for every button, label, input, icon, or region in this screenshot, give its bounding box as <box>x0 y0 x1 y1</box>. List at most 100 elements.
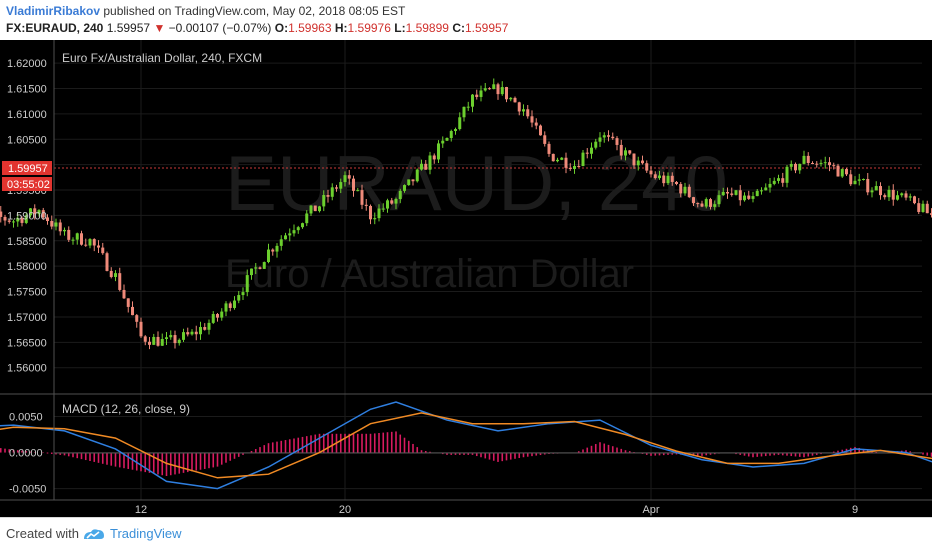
candle-body <box>160 338 164 346</box>
candle-body <box>904 193 908 198</box>
candle-body <box>441 140 445 144</box>
publish-info: published on TradingView.com, May 02, 20… <box>100 4 406 18</box>
candle-body <box>313 205 317 212</box>
candle-body <box>730 193 734 195</box>
last-price-badge-text: 1.59957 <box>8 163 48 175</box>
candle-body <box>819 162 823 164</box>
candle-body <box>874 186 878 191</box>
chart-area[interactable]: EURAUD, 240 Euro / Australian Dollar 1.6… <box>0 40 932 517</box>
candle-body <box>862 178 865 180</box>
high-label: H: <box>334 21 348 35</box>
candle-body <box>143 336 147 342</box>
macd-tick-label: 0.0050 <box>9 411 43 423</box>
price-axis[interactable]: 1.620001.615001.610001.605001.595001.590… <box>7 58 47 375</box>
author-link[interactable]: VladimirRibakov <box>6 4 101 18</box>
candle-body <box>411 179 415 182</box>
candle-body <box>522 109 525 112</box>
candle-body <box>182 332 185 340</box>
ohlc-line: FX:EURAUD, 240 1.59957 ▼ −0.00107 (−0.07… <box>6 21 508 35</box>
candle-body <box>407 179 411 186</box>
price-tick-label: 1.61500 <box>7 84 47 96</box>
chart-background <box>0 40 932 517</box>
candle-body <box>743 195 746 201</box>
low-value: 1.59899 <box>405 21 449 35</box>
candle-body <box>428 155 432 170</box>
candle-body <box>424 163 428 170</box>
candle-body <box>836 165 840 177</box>
candle-body <box>611 136 615 139</box>
candle-body <box>526 109 530 117</box>
candle-body <box>717 195 721 205</box>
candle-body <box>479 90 483 97</box>
candle-body <box>386 200 389 209</box>
candle-body <box>908 196 912 198</box>
candle-body <box>662 175 666 184</box>
candle-body <box>420 163 423 170</box>
candles <box>0 78 932 350</box>
candle-body <box>330 187 334 197</box>
candle-body <box>581 152 585 167</box>
signal-line <box>0 412 932 479</box>
macd-legend[interactable]: MACD (12, 26, close, 9) <box>62 402 190 416</box>
candle-body <box>772 180 776 184</box>
candle-body <box>925 203 929 214</box>
candle-body <box>577 165 581 167</box>
candle-body <box>488 88 491 90</box>
candle-body <box>806 155 810 163</box>
candle-body <box>675 181 678 185</box>
candle-body <box>46 217 49 222</box>
candle-body <box>845 169 848 175</box>
macd-line <box>0 401 932 490</box>
close-label: C: <box>452 21 465 35</box>
candle-body <box>598 137 602 142</box>
candle-body <box>258 267 262 269</box>
candle-body <box>887 189 891 198</box>
publish-line: VladimirRibakov published on TradingView… <box>6 4 405 18</box>
candle-body <box>364 204 368 206</box>
candle-body <box>432 155 436 160</box>
time-axis[interactable]: 1220Apr91623May1422 <box>135 504 932 516</box>
candle-body <box>641 160 644 164</box>
candle-body <box>670 175 674 182</box>
candle-body <box>3 216 7 221</box>
watermark-symbol: EURAUD, 240 <box>225 139 728 227</box>
macd-axis[interactable]: 0.0050 0.0000 -0.0050 <box>9 411 46 495</box>
candle-body <box>692 197 695 204</box>
candle-body <box>738 190 742 201</box>
candle-body <box>475 94 479 97</box>
symbol-label: FX:EURAUD, 240 <box>6 21 104 35</box>
candle-body <box>228 303 232 308</box>
last-price: 1.59957 <box>106 21 151 35</box>
candle-body <box>534 122 538 126</box>
time-tick-label: 20 <box>339 504 351 516</box>
candle-body <box>369 205 372 220</box>
candle-body <box>462 106 466 118</box>
candle-body <box>734 190 738 195</box>
candle-body <box>352 178 355 191</box>
candle-body <box>92 239 96 246</box>
tradingview-link[interactable]: TradingView <box>110 526 182 541</box>
candle-body <box>896 195 899 200</box>
candle-body <box>496 84 500 95</box>
publish-header: VladimirRibakov published on TradingView… <box>0 0 932 40</box>
candle-body <box>126 298 130 307</box>
candle-body <box>624 150 627 156</box>
candle-body <box>483 88 487 91</box>
candle-body <box>823 162 827 164</box>
candle-body <box>373 218 377 220</box>
candle-body <box>900 193 904 196</box>
candle-body <box>687 186 691 198</box>
candle-body <box>318 206 321 212</box>
candle-body <box>777 178 780 181</box>
candle-body <box>517 102 521 112</box>
candle-body <box>530 116 534 123</box>
chart-legend[interactable]: Euro Fx/Australian Dollar, 240, FXCM <box>62 51 262 65</box>
candle-body <box>220 311 224 318</box>
price-tick-label: 1.58000 <box>7 261 47 273</box>
candle-body <box>224 303 228 312</box>
candle-body <box>403 185 406 191</box>
candle-body <box>271 249 275 252</box>
candle-body <box>135 315 139 322</box>
candle-body <box>33 208 37 215</box>
candle-body <box>590 147 593 154</box>
